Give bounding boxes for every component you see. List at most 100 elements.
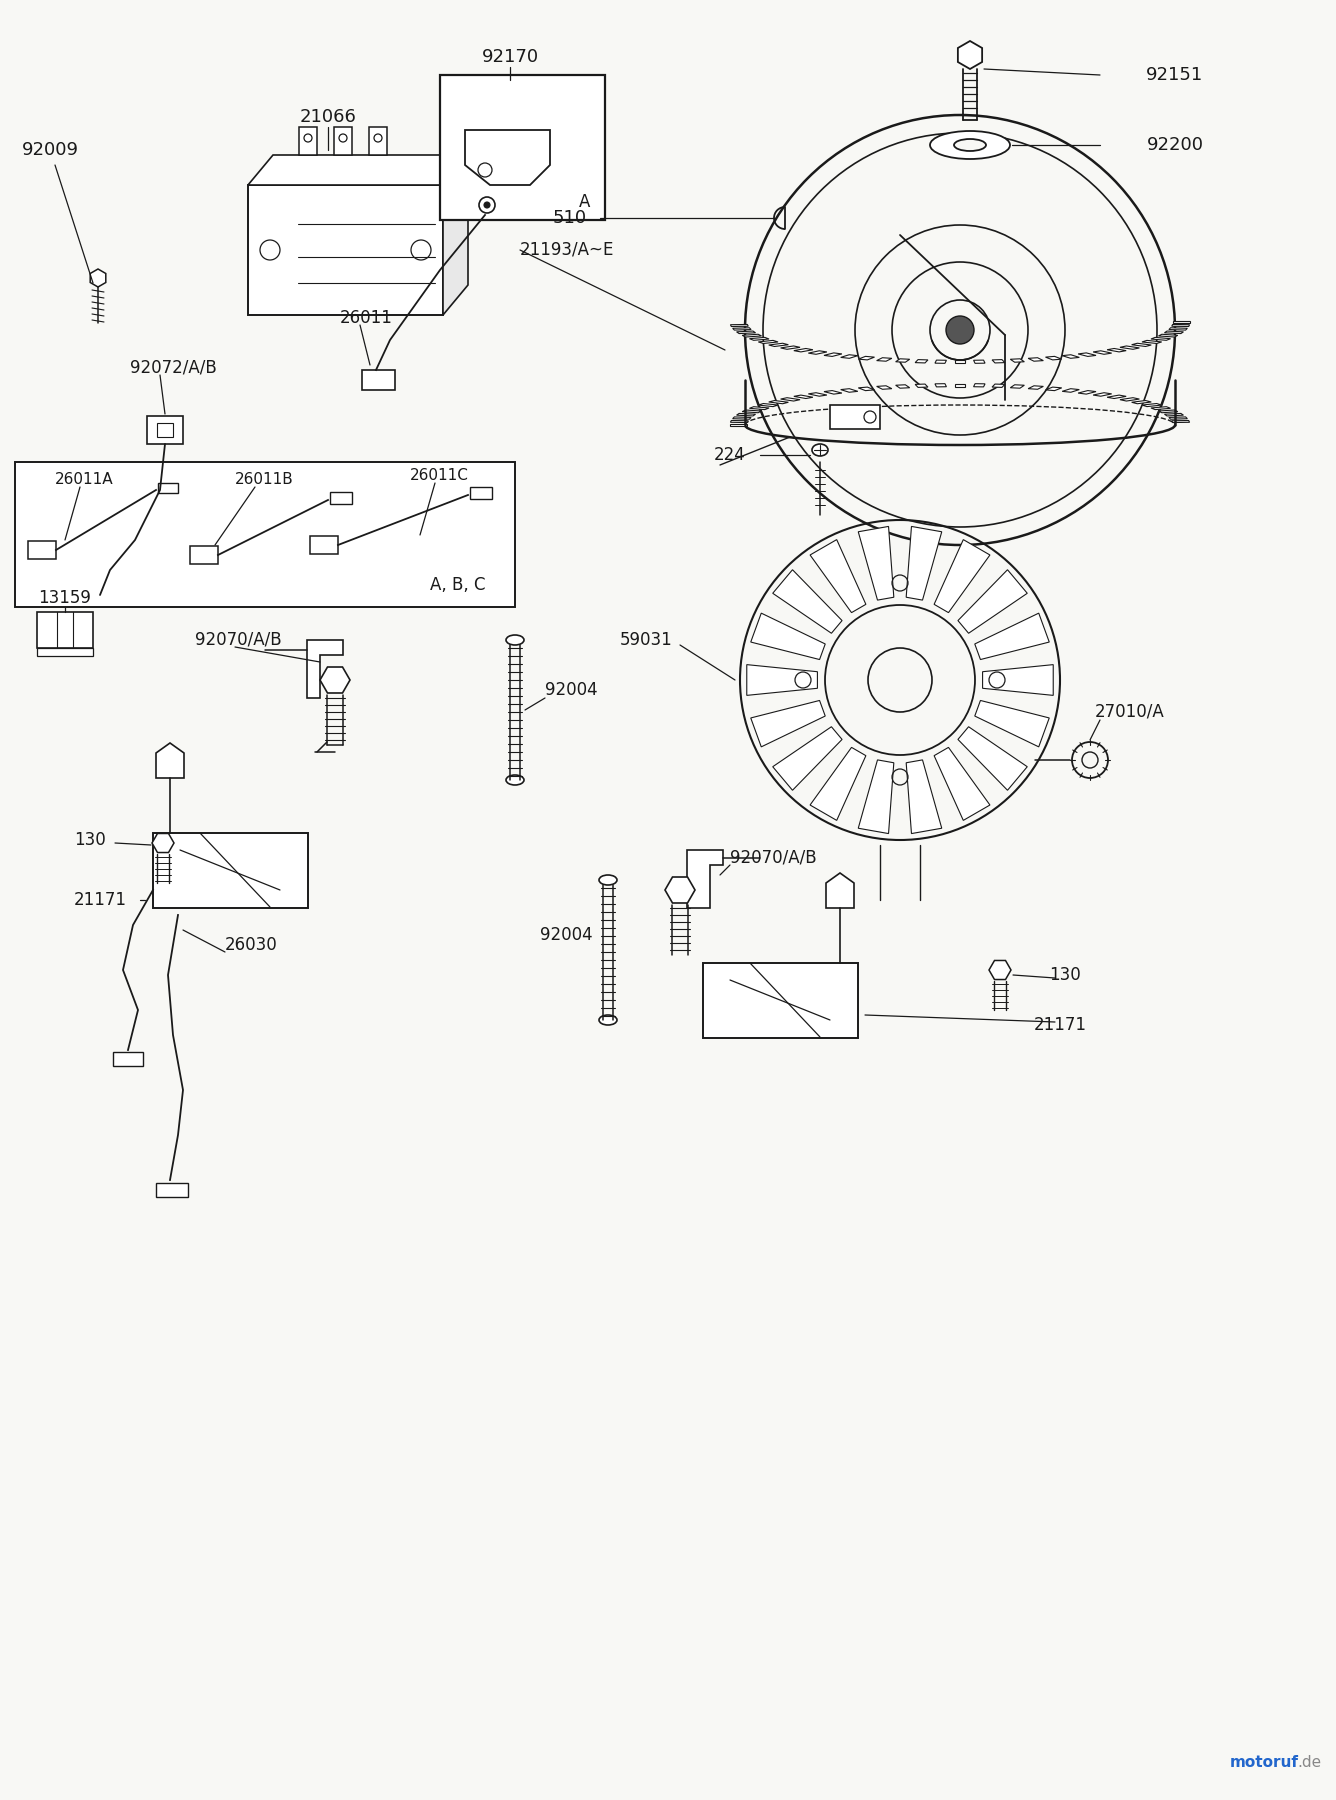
- Polygon shape: [858, 356, 875, 360]
- Polygon shape: [729, 425, 747, 427]
- Circle shape: [946, 317, 974, 344]
- Polygon shape: [958, 41, 982, 68]
- Polygon shape: [1062, 389, 1079, 392]
- Polygon shape: [974, 360, 985, 364]
- Polygon shape: [1078, 391, 1096, 394]
- Polygon shape: [955, 383, 965, 387]
- Polygon shape: [1029, 385, 1043, 389]
- Bar: [37, 648, 94, 655]
- Polygon shape: [732, 328, 751, 329]
- Text: 92070/A/B: 92070/A/B: [195, 632, 282, 650]
- Polygon shape: [1172, 421, 1189, 423]
- Polygon shape: [156, 1183, 188, 1197]
- Polygon shape: [934, 747, 990, 821]
- Polygon shape: [1062, 355, 1079, 358]
- Polygon shape: [470, 488, 492, 499]
- Polygon shape: [895, 385, 910, 389]
- Bar: [147, 416, 183, 445]
- Polygon shape: [190, 545, 218, 563]
- Polygon shape: [768, 344, 788, 346]
- Polygon shape: [444, 155, 468, 315]
- Bar: [158, 423, 172, 437]
- Polygon shape: [751, 700, 826, 747]
- Polygon shape: [906, 760, 942, 833]
- Polygon shape: [687, 850, 723, 907]
- Circle shape: [484, 202, 490, 209]
- Text: 13159: 13159: [39, 589, 91, 607]
- Polygon shape: [369, 128, 387, 155]
- Polygon shape: [934, 540, 990, 612]
- Polygon shape: [1010, 385, 1025, 389]
- Ellipse shape: [506, 776, 524, 785]
- Polygon shape: [248, 155, 468, 185]
- Polygon shape: [1046, 387, 1062, 391]
- Polygon shape: [743, 335, 762, 337]
- Polygon shape: [1010, 358, 1025, 362]
- Text: 21193/A~E: 21193/A~E: [520, 241, 615, 259]
- Polygon shape: [810, 747, 866, 821]
- Polygon shape: [1093, 351, 1112, 355]
- Polygon shape: [780, 346, 800, 349]
- Polygon shape: [794, 349, 812, 353]
- Polygon shape: [876, 385, 892, 389]
- Text: 92004: 92004: [540, 925, 593, 943]
- Polygon shape: [152, 833, 174, 853]
- Polygon shape: [958, 571, 1027, 634]
- Polygon shape: [824, 391, 842, 394]
- Polygon shape: [915, 360, 929, 364]
- Text: 130: 130: [73, 832, 106, 850]
- Ellipse shape: [599, 1015, 617, 1024]
- Polygon shape: [858, 760, 894, 833]
- Polygon shape: [732, 418, 751, 419]
- Polygon shape: [1142, 403, 1162, 407]
- Bar: [154, 833, 309, 907]
- Polygon shape: [955, 360, 965, 364]
- Polygon shape: [935, 383, 946, 387]
- Text: 26011B: 26011B: [235, 472, 294, 488]
- Polygon shape: [1029, 358, 1043, 362]
- Bar: [703, 963, 858, 1039]
- Polygon shape: [759, 340, 778, 344]
- Polygon shape: [858, 526, 894, 599]
- Polygon shape: [958, 727, 1027, 790]
- Text: 92004: 92004: [545, 680, 597, 698]
- Polygon shape: [736, 331, 756, 333]
- Polygon shape: [665, 877, 695, 904]
- Polygon shape: [1093, 392, 1112, 396]
- Polygon shape: [935, 360, 946, 364]
- Text: 92170: 92170: [481, 49, 538, 67]
- Polygon shape: [1120, 398, 1140, 401]
- Text: 510: 510: [553, 209, 587, 227]
- Polygon shape: [826, 873, 854, 907]
- Text: 92009: 92009: [21, 140, 79, 158]
- Polygon shape: [1120, 346, 1140, 349]
- Polygon shape: [87, 592, 114, 605]
- Polygon shape: [321, 668, 350, 693]
- Bar: [830, 405, 880, 428]
- Text: 21171: 21171: [1034, 1015, 1086, 1033]
- Polygon shape: [1078, 353, 1096, 356]
- Polygon shape: [330, 491, 351, 504]
- Polygon shape: [1150, 407, 1170, 410]
- Text: 92072/A/B: 92072/A/B: [130, 358, 216, 376]
- Polygon shape: [993, 360, 1005, 364]
- Polygon shape: [1158, 410, 1178, 412]
- Polygon shape: [876, 358, 892, 362]
- Text: .de: .de: [1297, 1755, 1321, 1769]
- Ellipse shape: [930, 131, 1010, 158]
- Text: 92151: 92151: [1146, 67, 1204, 85]
- Polygon shape: [840, 355, 858, 358]
- Polygon shape: [731, 421, 748, 423]
- Polygon shape: [749, 407, 770, 410]
- Text: 92200: 92200: [1146, 137, 1204, 155]
- Bar: [37, 612, 94, 648]
- Text: 26011A: 26011A: [55, 472, 114, 488]
- Ellipse shape: [812, 445, 828, 455]
- Polygon shape: [156, 743, 184, 778]
- Polygon shape: [1108, 349, 1126, 353]
- Polygon shape: [749, 337, 770, 340]
- Polygon shape: [736, 414, 756, 416]
- Ellipse shape: [954, 139, 986, 151]
- Polygon shape: [731, 324, 748, 326]
- Text: A, B, C: A, B, C: [430, 576, 485, 594]
